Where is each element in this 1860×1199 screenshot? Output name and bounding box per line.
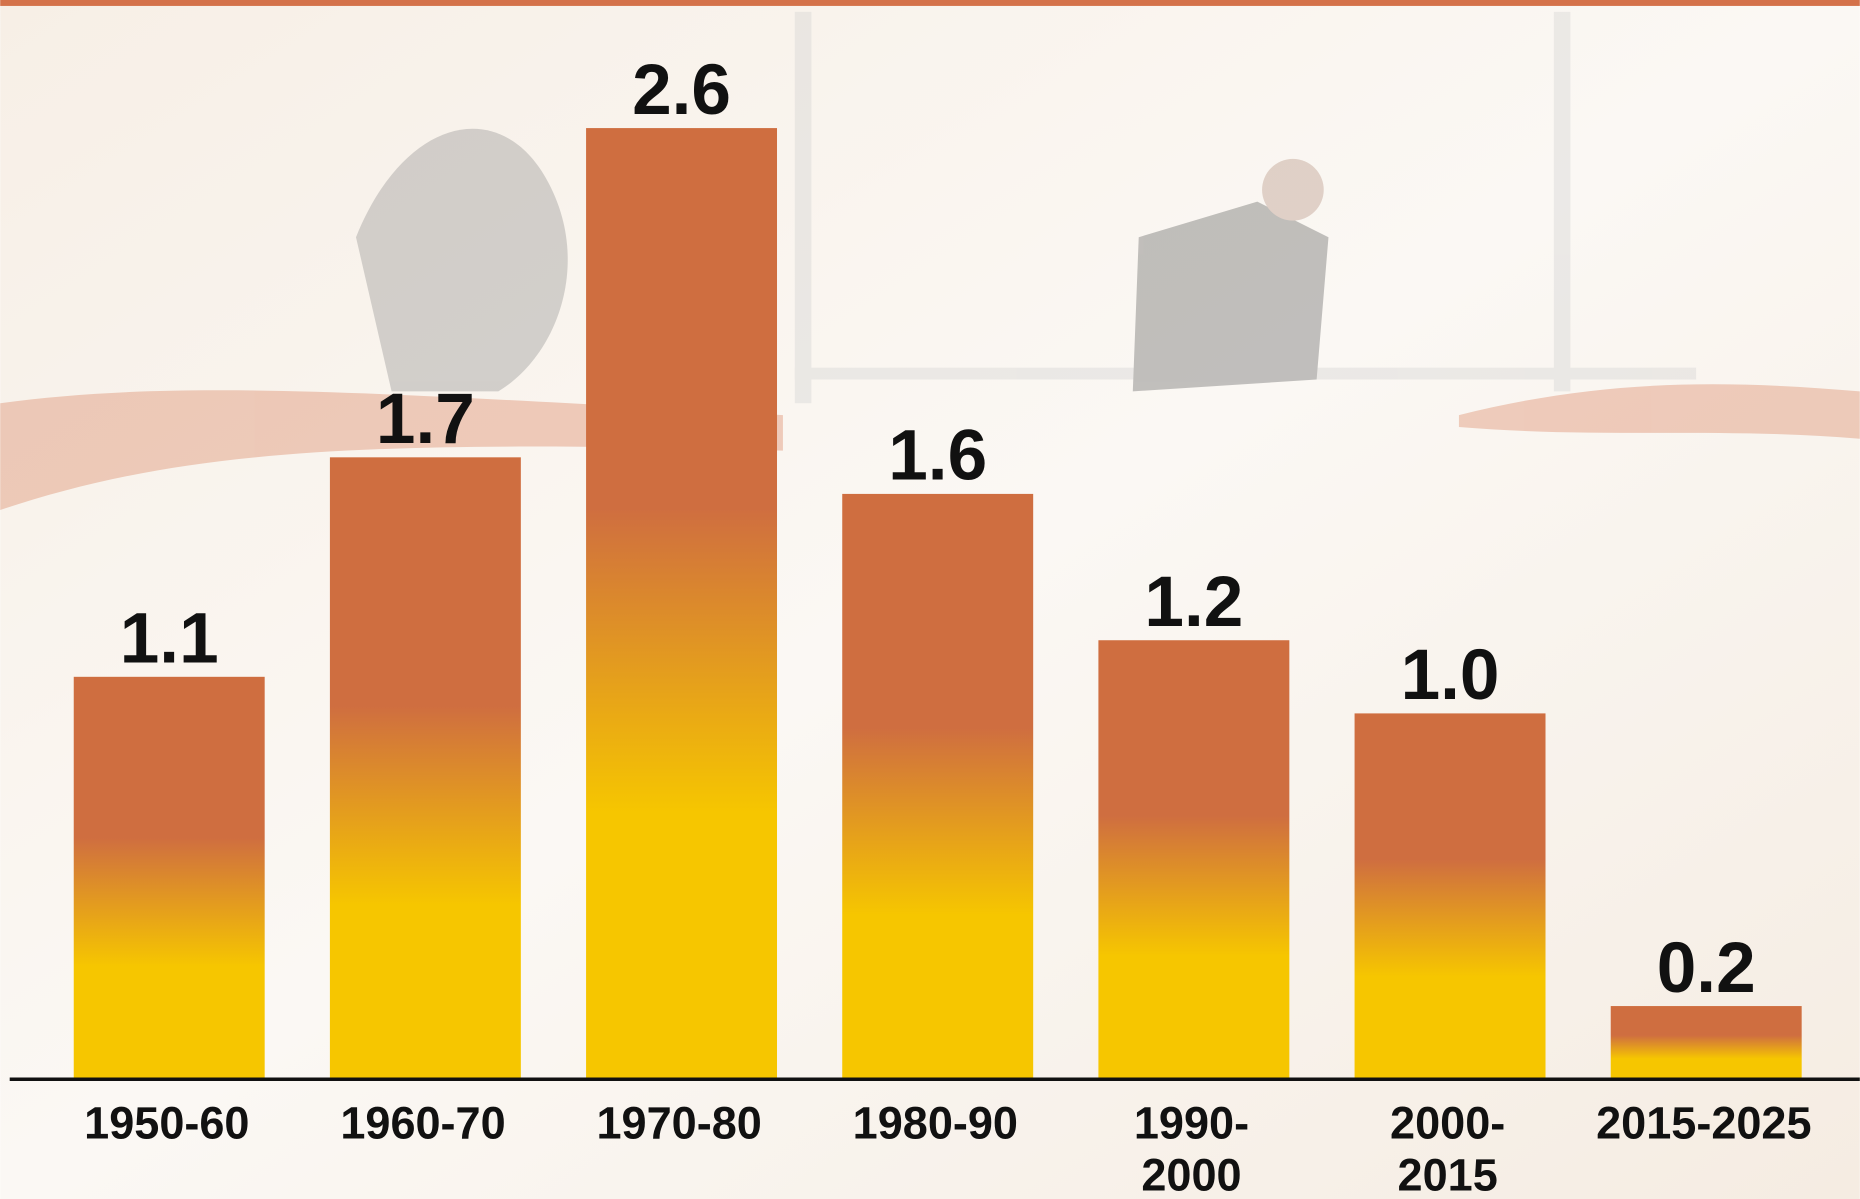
x-tick-label-line: 2000-	[1390, 1098, 1505, 1149]
bar	[1098, 640, 1290, 1080]
value-label: 2.6	[632, 51, 731, 130]
x-tick-label: 2015-2025	[1596, 1098, 1811, 1149]
x-tick-label: 1950-60	[84, 1098, 249, 1149]
value-label: 1.6	[888, 417, 987, 496]
value-label: 1.0	[1401, 636, 1500, 715]
x-tick-label: 1990-2000	[1134, 1098, 1249, 1199]
bar	[73, 676, 265, 1080]
bar	[329, 457, 521, 1080]
value-label: 1.1	[120, 600, 219, 679]
bar	[1354, 713, 1546, 1080]
value-label: 0.2	[1657, 929, 1756, 1008]
x-tick-label-line: 1990-	[1134, 1098, 1249, 1149]
plot: 1.1 1950-60 1.7 1960-70 2.6 1970-80 1.6 1980-90…	[73, 51, 1812, 1199]
x-tick-label-line: 2015	[1398, 1150, 1498, 1199]
x-tick-label-line: 2000	[1141, 1150, 1241, 1199]
top-band	[0, 0, 1860, 6]
value-label: 1.7	[376, 380, 475, 459]
x-tick-label: 1960-70	[340, 1098, 505, 1149]
value-label: 1.2	[1144, 563, 1243, 642]
bar	[586, 128, 778, 1080]
bar	[1610, 1006, 1802, 1080]
x-tick-label: 1970-80	[597, 1098, 762, 1149]
bar	[842, 493, 1034, 1080]
x-tick-label: 1980-90	[853, 1098, 1018, 1149]
x-tick-label: 2000-2015	[1390, 1098, 1505, 1199]
